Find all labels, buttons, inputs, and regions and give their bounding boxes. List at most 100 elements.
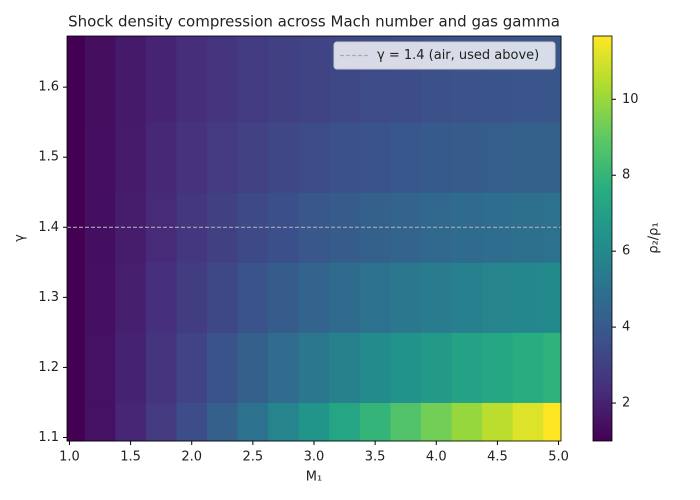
colorbar-tick-label: 8: [622, 168, 630, 183]
heatmap-cell: [237, 122, 269, 193]
y-tick-label: 1.2: [38, 360, 59, 375]
colorbar-tick-label: 10: [622, 92, 639, 107]
heatmap-cell: [115, 122, 147, 193]
colorbar-tick-label: 2: [622, 396, 630, 411]
heatmap-cell: [268, 262, 300, 333]
heatmap-cell: [298, 122, 330, 193]
heatmap-cell: [237, 332, 269, 403]
x-tick-label: 1.5: [120, 450, 141, 465]
heatmap-cell: [543, 262, 562, 333]
x-tick-label: 5.0: [548, 450, 569, 465]
heatmap-cell: [359, 402, 391, 442]
heatmap-cell: [390, 332, 422, 403]
heatmap-cell: [298, 402, 330, 442]
heatmap-cell: [543, 192, 562, 263]
heatmap-cell: [176, 262, 208, 333]
x-tick-label: 4.0: [426, 450, 447, 465]
heatmap-cell: [359, 122, 391, 193]
heatmap-cell: [543, 402, 562, 442]
heatmap-cell: [207, 332, 239, 403]
heatmap-cell: [145, 36, 177, 123]
heatmap-cell: [268, 332, 300, 403]
heatmap-cell: [115, 262, 147, 333]
chart-title: Shock density compression across Mach nu…: [68, 13, 560, 31]
heatmap-cell: [67, 262, 86, 333]
heatmap-cell: [298, 332, 330, 403]
x-tick-label: 2.0: [181, 450, 202, 465]
heatmap-cell: [84, 36, 116, 123]
heatmap-cell: [329, 402, 361, 442]
heatmap-cell: [176, 36, 208, 123]
colorbar: [592, 35, 613, 442]
heatmap-cell: [145, 402, 177, 442]
heatmap-cell: [207, 262, 239, 333]
x-tick-label: 1.0: [59, 450, 80, 465]
heatmap-cell: [115, 402, 147, 442]
heatmap-cell: [268, 402, 300, 442]
heatmap-cell: [482, 122, 514, 193]
x-tick-label: 4.5: [487, 450, 508, 465]
y-tick-label: 1.3: [38, 290, 59, 305]
heatmap-cell: [67, 402, 86, 442]
heatmap-cell: [268, 122, 300, 193]
heatmap-cell: [237, 402, 269, 442]
colorbar-label: ρ₂/ρ₁: [647, 222, 662, 253]
heatmap-cell: [451, 122, 483, 193]
y-tick-label: 1.1: [38, 430, 59, 445]
heatmap-cell: [268, 36, 300, 123]
heatmap-cell: [84, 122, 116, 193]
heatmap-cell: [512, 402, 544, 442]
heatmap-cell: [390, 402, 422, 442]
legend-box: [333, 41, 556, 70]
colorbar-tick-label: 6: [622, 244, 630, 259]
heatmap-cell: [207, 122, 239, 193]
heatmap-cell: [359, 332, 391, 403]
heatmap-cell: [115, 332, 147, 403]
heatmap-cell: [482, 402, 514, 442]
heatmap-cell: [482, 262, 514, 333]
heatmap-cell: [420, 332, 453, 403]
heatmap-cell: [512, 262, 544, 333]
heatmap-cell: [512, 332, 544, 403]
heatmap-cell: [115, 36, 147, 123]
y-axis-label: γ: [13, 234, 28, 242]
heatmap-cell: [543, 332, 562, 403]
heatmap-cell: [67, 36, 86, 123]
y-tick-label: 1.4: [38, 220, 59, 235]
heatmap-cell: [84, 262, 116, 333]
heatmap-cell: [145, 262, 177, 333]
heatmap-cell: [329, 332, 361, 403]
heatmap-cell: [420, 262, 453, 333]
x-tick-label: 3.5: [365, 450, 386, 465]
heatmap-cell: [298, 262, 330, 333]
heatmap-cell: [207, 36, 239, 123]
heatmap-cell: [451, 332, 483, 403]
heatmap-cell: [298, 36, 330, 123]
heatmap-cell: [145, 332, 177, 403]
x-tick-label: 2.5: [243, 450, 264, 465]
heatmap-cell: [176, 332, 208, 403]
x-axis-label: M₁: [306, 470, 322, 485]
colorbar-tick-label: 4: [622, 320, 630, 335]
heatmap-cell: [420, 402, 453, 442]
heatmap-cell: [451, 402, 483, 442]
heatmap-cell: [329, 122, 361, 193]
heatmap-cell: [390, 122, 422, 193]
heatmap-cell: [390, 262, 422, 333]
heatmap-cell: [84, 402, 116, 442]
heatmap-cell: [329, 262, 361, 333]
heatmap-cell: [67, 122, 86, 193]
heatmap-cell: [482, 332, 514, 403]
legend-label: γ = 1.4 (air, used above): [377, 48, 539, 63]
heatmap-cell: [512, 122, 544, 193]
heatmap-cell: [145, 122, 177, 193]
y-tick-label: 1.5: [38, 150, 59, 165]
heatmap-cell: [237, 262, 269, 333]
y-tick-label: 1.6: [38, 80, 59, 95]
heatmap-cell: [543, 122, 562, 193]
heatmap-cell: [420, 122, 453, 193]
heatmap-cell: [237, 36, 269, 123]
heatmap-cell: [451, 262, 483, 333]
heatmap-cell: [176, 402, 208, 442]
